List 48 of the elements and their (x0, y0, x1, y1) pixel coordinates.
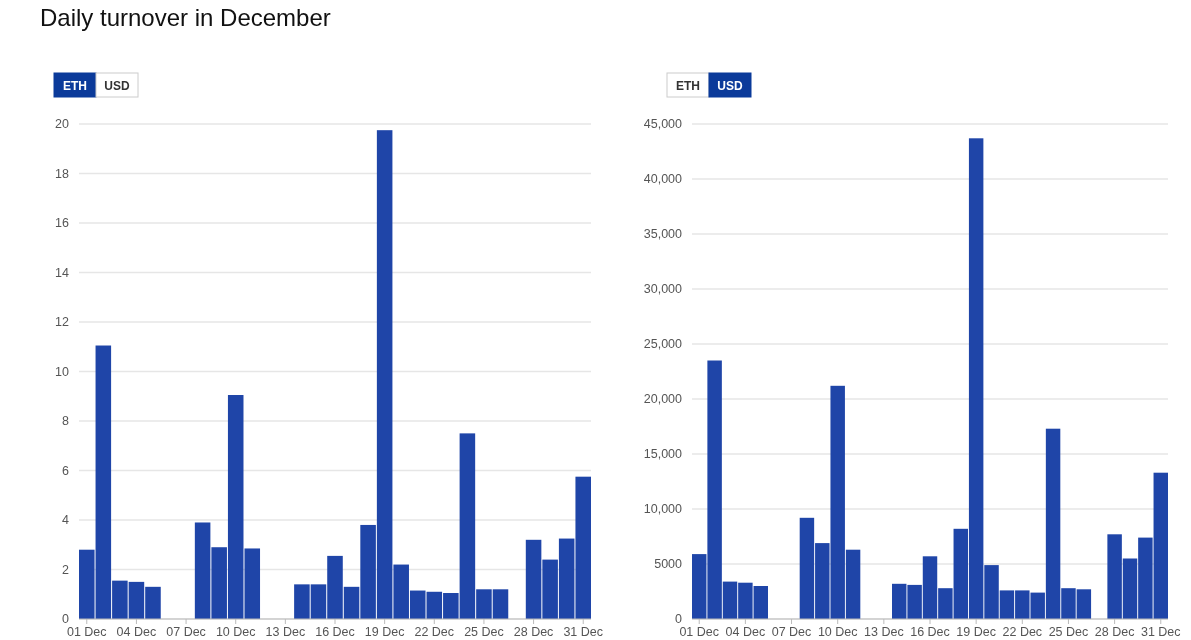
y-tick-label: 2 (62, 562, 70, 577)
y-tick-label: 5000 (654, 557, 683, 571)
x-tick-label: 10 Dec (817, 625, 858, 639)
x-tick-label: 31 Dec (1140, 625, 1181, 639)
y-tick-label: 25,000 (643, 337, 683, 351)
x-tick-label: 25 Dec (1048, 625, 1089, 639)
x-tick-label: 19 Dec (364, 625, 405, 639)
x-tick-label: 22 Dec (1002, 625, 1043, 639)
x-tick-label: 19 Dec (956, 625, 996, 639)
x-tick-label: 25 Dec (464, 625, 504, 639)
y-tick-label: 10,000 (643, 502, 683, 516)
y-tick-label: 0 (62, 612, 70, 626)
text: USD (717, 78, 743, 93)
y-tick-label: 16 (55, 216, 70, 230)
x-tick-label: 07 Dec (166, 625, 206, 639)
x-tick-label: 10 Dec (215, 625, 256, 639)
text: USD (104, 78, 130, 93)
x-tick-label: 13 Dec (864, 625, 904, 639)
y-tick-label: 45,000 (643, 117, 683, 131)
y-tick-label: 4 (62, 513, 70, 527)
x-tick-label: 13 Dec (265, 625, 306, 639)
y-tick-label: 8 (62, 414, 70, 428)
y-tick-label: 20 (55, 117, 70, 131)
x-tick-label: 01 Dec (679, 625, 720, 639)
chart-title: Daily turnover in December (40, 4, 331, 31)
y-tick-label: 40,000 (643, 172, 683, 186)
x-tick-label: 01 Dec (66, 625, 107, 639)
y-tick-label: 20,000 (643, 392, 683, 406)
y-tick-label: 12 (55, 315, 70, 329)
x-tick-label: 04 Dec (725, 625, 766, 639)
x-tick-label: 16 Dec (910, 625, 950, 639)
y-tick-label: 14 (55, 265, 70, 280)
y-tick-label: 15,000 (643, 447, 683, 461)
x-tick-label: 07 Dec (771, 625, 812, 639)
x-tick-label: 31 Dec (563, 625, 604, 639)
x-tick-label: 28 Dec (513, 625, 554, 639)
y-tick-label: 30,000 (643, 282, 683, 296)
x-tick-label: 04 Dec (116, 625, 157, 639)
text: ETH (676, 78, 700, 93)
x-tick-label: 16 Dec (315, 625, 355, 639)
y-tick-label: 6 (62, 463, 70, 478)
y-tick-label: 35,000 (643, 227, 683, 241)
y-tick-label: 10 (55, 364, 70, 379)
x-tick-label: 28 Dec (1094, 625, 1135, 639)
text: ETH (63, 78, 87, 93)
y-tick-label: 0 (675, 612, 683, 626)
y-tick-label: 18 (55, 166, 70, 181)
x-tick-label: 22 Dec (414, 625, 455, 639)
